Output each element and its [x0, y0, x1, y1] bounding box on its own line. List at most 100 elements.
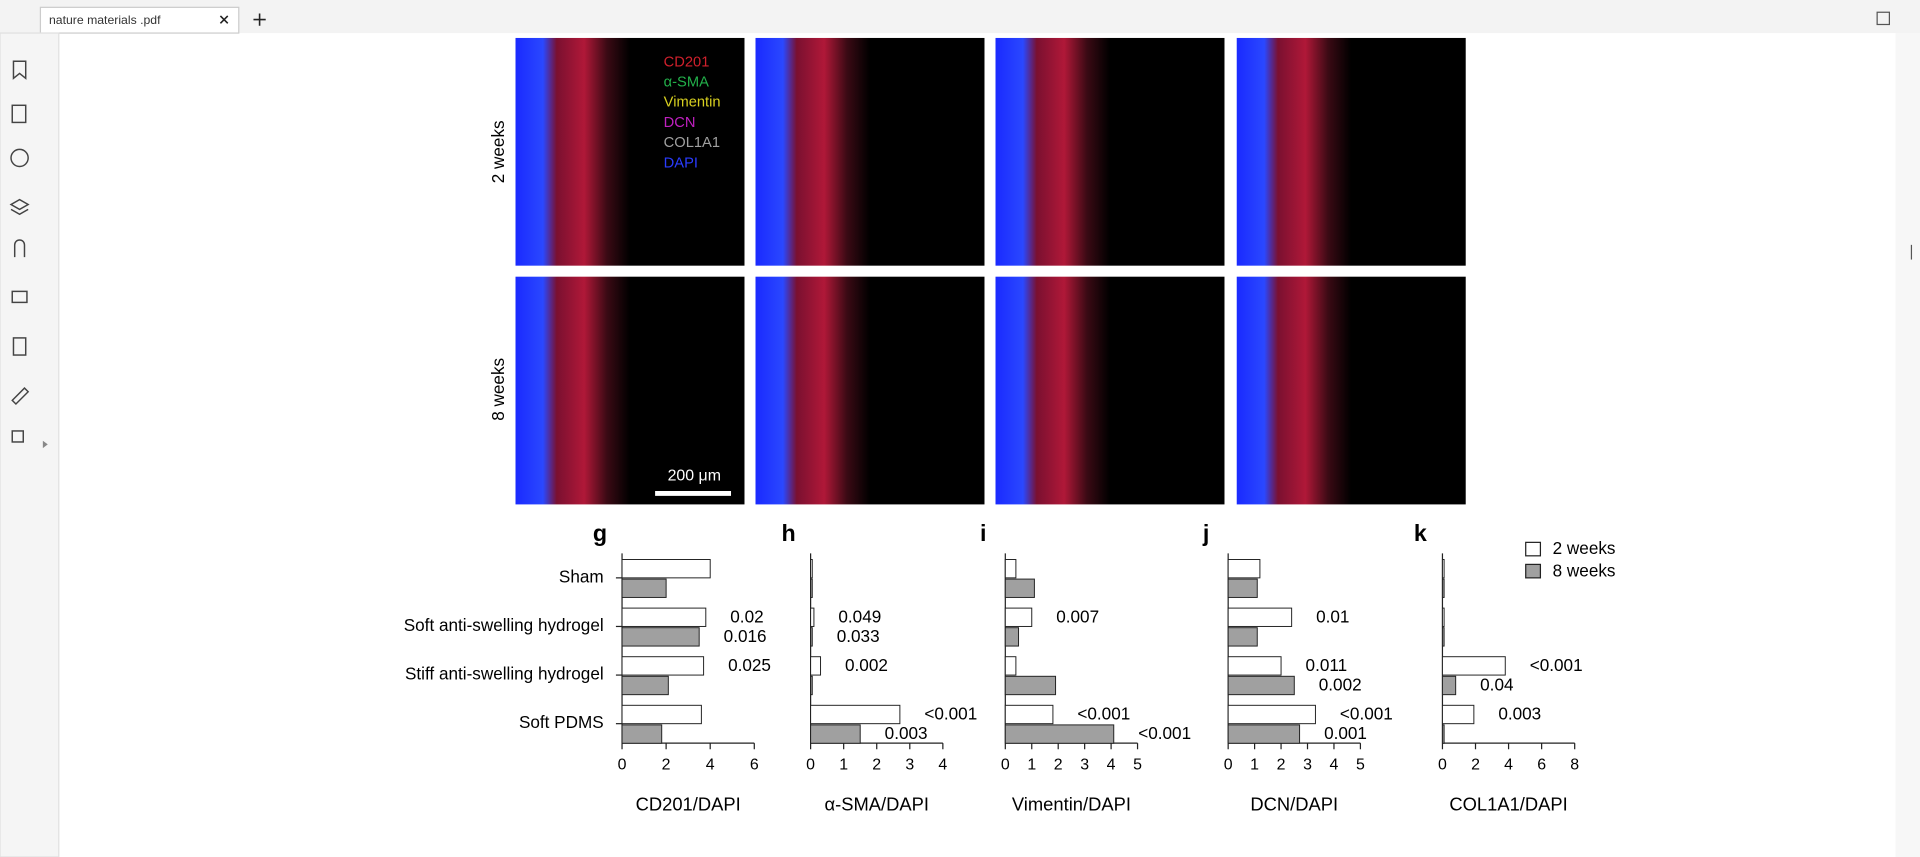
- bar: [1227, 607, 1293, 627]
- bar: [1441, 607, 1445, 627]
- layers-icon[interactable]: [9, 198, 30, 216]
- sign-icon[interactable]: [11, 387, 30, 406]
- pages-icon[interactable]: [11, 104, 27, 124]
- bookmark-icon[interactable]: [12, 60, 27, 80]
- stain-label: Vimentin: [664, 95, 721, 111]
- tick-label: 2: [1054, 756, 1063, 773]
- bar: [810, 607, 815, 627]
- stain-label: DAPI: [664, 155, 698, 171]
- bar: [621, 578, 667, 598]
- axis-title: Vimentin/DAPI: [1012, 793, 1131, 814]
- bar: [810, 578, 813, 598]
- legend-label: 2 weeks: [1553, 538, 1616, 558]
- p-value: 0.007: [1056, 606, 1099, 626]
- legend-swatch: [1525, 541, 1542, 557]
- axis-title: COL1A1/DAPI: [1449, 793, 1567, 814]
- bar: [621, 704, 702, 725]
- stain-label: α-SMA: [664, 75, 709, 91]
- tick-label: 0: [1438, 756, 1447, 773]
- tab-bar: [0, 0, 1920, 34]
- stain-label: COL1A1: [664, 135, 720, 151]
- category-label: Soft PDMS: [519, 712, 604, 732]
- p-value: 0.003: [885, 723, 928, 743]
- tick-label: 3: [1303, 756, 1312, 773]
- bar: [1441, 704, 1475, 725]
- bar: [1004, 704, 1054, 725]
- p-value: 0.04: [1480, 675, 1514, 695]
- panel-letter: g: [593, 520, 607, 546]
- tick-label: 3: [1080, 756, 1089, 773]
- category-label: Soft anti-swelling hydrogel: [404, 615, 604, 635]
- row-label: 2 weeks: [488, 120, 508, 183]
- legend-swatch: [1525, 563, 1542, 579]
- micrograph: [515, 276, 745, 505]
- scale-bar-label: 200 μm: [668, 467, 721, 484]
- tick-label: 4: [1504, 756, 1513, 773]
- bar: [621, 724, 663, 744]
- bar: [1004, 607, 1033, 627]
- tick-label: 0: [1001, 756, 1010, 773]
- tick-label: 6: [1537, 756, 1546, 773]
- micrograph: [515, 37, 745, 266]
- p-value: 0.02: [730, 606, 763, 626]
- bar: [1004, 559, 1017, 579]
- bar: [1441, 675, 1457, 696]
- tab[interactable]: [39, 6, 240, 34]
- axis-title: CD201/DAPI: [636, 793, 741, 814]
- tick-label: 4: [706, 756, 715, 773]
- sidebar-toggle[interactable]: [42, 440, 48, 449]
- comments-icon[interactable]: [10, 148, 29, 168]
- bar: [810, 559, 813, 579]
- bar: [621, 559, 711, 579]
- bar: [1441, 559, 1445, 579]
- tick-label: 5: [1133, 756, 1142, 773]
- p-value: <0.001: [1340, 704, 1393, 724]
- scrollbar[interactable]: [1895, 33, 1920, 857]
- bar: [621, 675, 669, 696]
- document-icon[interactable]: [12, 337, 27, 356]
- bar: [621, 627, 700, 647]
- panel-letter: k: [1414, 520, 1427, 546]
- panel-letter: h: [781, 520, 795, 546]
- bar: [810, 675, 813, 696]
- security-icon[interactable]: [11, 290, 28, 304]
- tick-label: 3: [905, 756, 914, 773]
- micrograph: [1236, 276, 1466, 505]
- legend-label: 8 weeks: [1553, 560, 1616, 580]
- axis-title: DCN/DAPI: [1250, 793, 1338, 814]
- p-value: 0.016: [724, 626, 767, 646]
- category-label: Stiff anti-swelling hydrogel: [405, 664, 604, 684]
- layout-button[interactable]: [1876, 11, 1890, 26]
- p-value: 0.033: [837, 626, 880, 646]
- tick-label: 1: [1250, 756, 1259, 773]
- tick-label: 4: [1330, 756, 1339, 773]
- p-value: <0.001: [1077, 704, 1130, 724]
- bar: [621, 656, 705, 676]
- p-value: 0.01: [1316, 606, 1349, 626]
- micrograph: [995, 276, 1225, 505]
- bar: [1441, 578, 1445, 598]
- micrograph: [995, 37, 1225, 266]
- attachments-icon[interactable]: [13, 239, 26, 258]
- bar: [1004, 578, 1035, 598]
- p-value: 0.003: [1498, 704, 1541, 724]
- p-value: 0.002: [1319, 675, 1362, 695]
- micrograph: [755, 276, 985, 505]
- bar: [1004, 627, 1020, 647]
- bar: [1227, 704, 1316, 725]
- tick-label: 1: [839, 756, 848, 773]
- p-value: 0.011: [1306, 655, 1348, 675]
- new-tab[interactable]: [253, 13, 266, 26]
- compare-icon[interactable]: [11, 430, 24, 443]
- bar: [1441, 724, 1445, 744]
- bar: [810, 656, 822, 676]
- bar: [1227, 724, 1301, 744]
- bar: [810, 704, 901, 725]
- tick-label: 2: [1277, 756, 1286, 773]
- sidebar: [0, 32, 60, 857]
- tick-label: 2: [1471, 756, 1480, 773]
- p-value: 0.025: [728, 655, 771, 675]
- tab-close[interactable]: [219, 15, 229, 24]
- bar: [1227, 656, 1282, 676]
- tick-label: 4: [1107, 756, 1116, 773]
